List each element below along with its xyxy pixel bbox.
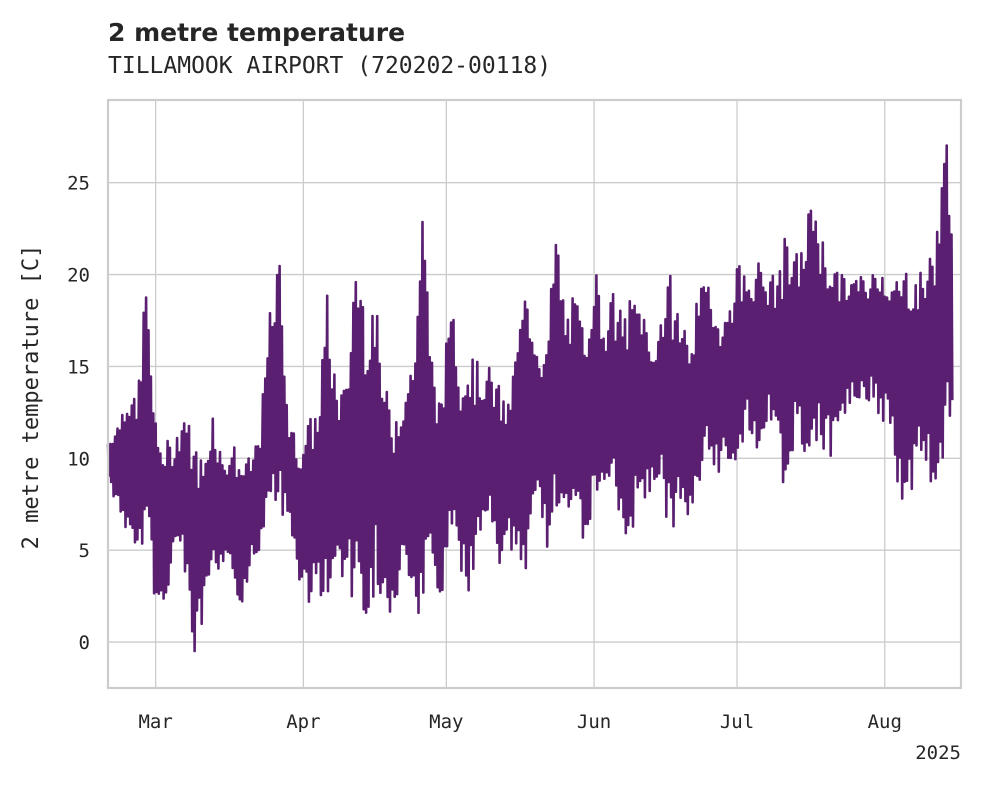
x-tick-label: May bbox=[429, 711, 463, 733]
x-axis-ticks: Mar Apr May Jun Jul Aug bbox=[138, 711, 901, 733]
chart-subtitle: TILLAMOOK AIRPORT (720202-00118) bbox=[108, 53, 551, 79]
y-tick-label: 15 bbox=[67, 356, 90, 378]
series-layer bbox=[106, 144, 954, 653]
y-axis-label: 2 metre temperature [C] bbox=[19, 245, 44, 550]
x-tick-label: Mar bbox=[138, 711, 172, 733]
x-tick-label: Jul bbox=[720, 711, 754, 733]
x-tick-label: Aug bbox=[868, 711, 902, 733]
x-axis-year-label: 2025 bbox=[915, 742, 961, 764]
temperature-series-line bbox=[106, 144, 954, 653]
y-tick-label: 20 bbox=[67, 265, 90, 287]
y-tick-label: 5 bbox=[79, 540, 90, 562]
y-tick-label: 10 bbox=[67, 448, 90, 470]
plot-frame bbox=[106, 98, 963, 690]
x-tick-label: Jun bbox=[577, 711, 611, 733]
x-tick-label: Apr bbox=[286, 711, 320, 733]
chart-title: 2 metre temperature bbox=[108, 18, 405, 47]
y-tick-label: 0 bbox=[79, 632, 90, 654]
y-axis-ticks: 0 5 10 15 20 25 bbox=[67, 173, 90, 654]
y-tick-label: 25 bbox=[67, 173, 90, 195]
